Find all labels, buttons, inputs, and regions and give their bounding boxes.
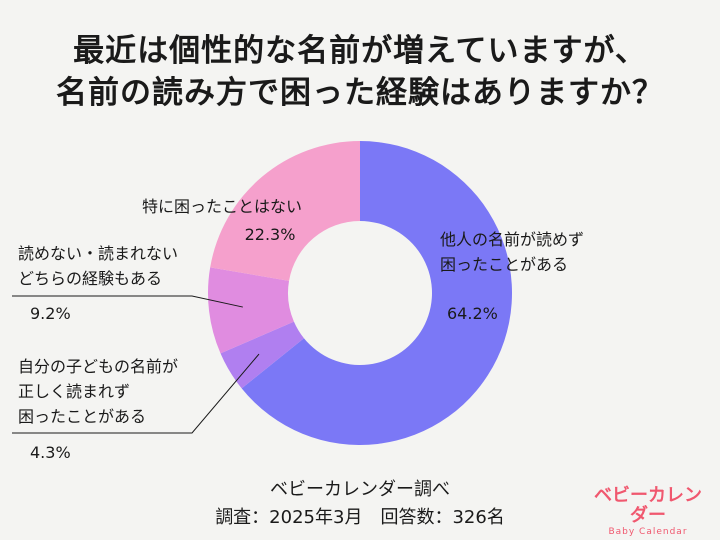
slice-2-label-line-1: 自分の子どもの名前が	[18, 357, 178, 376]
slice-3-value-label: 9.2%	[30, 304, 71, 323]
slice-1-label-line-2: 困ったことがある	[440, 255, 568, 274]
slice-1-value-label: 64.2%	[447, 304, 498, 323]
source-note: ベビーカレンダー調べ	[270, 479, 450, 500]
slice-4-label-line-1: 特に困ったことはない	[142, 197, 302, 216]
slice-3-leader-line	[12, 295, 243, 308]
slice-2-label-line-3: 困ったことがある	[18, 407, 146, 426]
slice-4-value-label: 22.3%	[245, 225, 296, 244]
logo-text: ベビーカレンダー	[594, 485, 702, 526]
slice-2-leader-line	[12, 353, 260, 434]
slice-2-label-line-2: 正しく読まれず	[18, 382, 130, 401]
chart-title: 最近は個性的な名前が増えていますが、 名前の読み方で困った経験はありますか？	[0, 30, 720, 114]
pie-slice-2	[220, 321, 304, 389]
brand-logo: ベビーカレンダー Baby Calendar	[586, 486, 710, 538]
pie-slice-3	[208, 267, 294, 354]
slice-3-label-line-1: 読めない・読まれない	[18, 244, 178, 263]
pie-slice-4	[210, 141, 360, 281]
title-line-1: 最近は個性的な名前が増えていますが、	[73, 33, 647, 69]
title-line-2: 名前の読み方で困った経験はありますか？	[56, 75, 664, 111]
slice-1-label-line-1: 他人の名前が読めず	[440, 230, 584, 249]
slice-3-label-line-2: どちらの経験もある	[18, 269, 162, 288]
survey-meta: 調査：2025年3月 回答数：326名	[215, 507, 505, 528]
slice-2-value-label: 4.3%	[30, 443, 71, 462]
pie-slice-1	[241, 141, 512, 446]
logo-subtext: Baby Calendar	[608, 527, 688, 537]
